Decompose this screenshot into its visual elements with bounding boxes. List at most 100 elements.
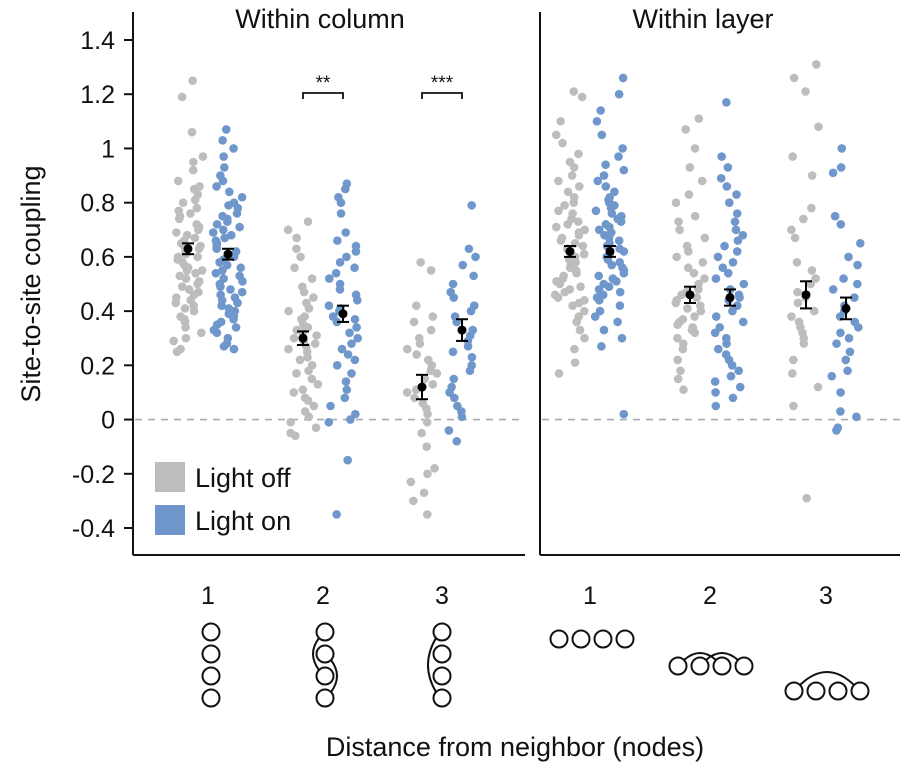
data-point xyxy=(218,136,227,145)
data-point xyxy=(194,244,204,254)
data-point xyxy=(307,274,317,283)
data-point xyxy=(568,301,577,310)
data-point xyxy=(814,122,823,132)
data-point xyxy=(694,285,703,294)
data-point xyxy=(722,98,731,107)
data-point xyxy=(556,117,565,126)
data-point xyxy=(304,412,314,422)
data-point xyxy=(852,412,861,422)
data-point xyxy=(181,274,191,283)
data-point xyxy=(614,152,623,161)
y-tick-label: 0.2 xyxy=(80,352,115,380)
data-point xyxy=(296,252,305,262)
data-point xyxy=(732,247,742,256)
data-point xyxy=(690,312,699,321)
data-point xyxy=(221,125,231,134)
data-point xyxy=(409,317,419,327)
data-point xyxy=(406,477,416,487)
data-point xyxy=(450,393,459,403)
data-point xyxy=(720,241,729,251)
data-point xyxy=(284,306,293,316)
node-circle xyxy=(549,629,569,649)
data-point xyxy=(812,60,821,69)
data-point xyxy=(787,312,796,321)
data-point xyxy=(599,325,609,335)
data-point xyxy=(578,241,588,251)
data-point xyxy=(575,325,585,335)
data-point xyxy=(836,163,846,172)
data-point xyxy=(412,350,421,359)
data-point xyxy=(569,87,579,96)
data-point xyxy=(303,396,313,405)
labels: -0.4 -0.2 0 0.2 0.4 0.6 0.8 1 1.2 1.4 Site-to-site… xyxy=(16,4,833,762)
data-point xyxy=(811,274,820,283)
data-point xyxy=(574,182,584,191)
data-point xyxy=(292,244,301,254)
data-point xyxy=(555,279,565,289)
data-point xyxy=(713,252,723,262)
node-circle xyxy=(690,656,710,676)
node-circle xyxy=(432,688,452,708)
node-circle xyxy=(201,622,221,642)
node-circle xyxy=(850,681,870,701)
data-point xyxy=(733,236,743,245)
data-point xyxy=(233,298,242,308)
data-point xyxy=(713,344,723,354)
data-point xyxy=(836,407,845,416)
data-point xyxy=(310,339,320,348)
data-point xyxy=(802,493,811,503)
data-point xyxy=(844,252,853,262)
data-point xyxy=(471,252,480,262)
node-circle xyxy=(432,644,452,664)
data-point xyxy=(554,206,563,216)
data-point xyxy=(292,369,301,378)
data-point xyxy=(304,366,313,376)
significance-bracket xyxy=(302,92,344,99)
y-tick-label: 0.4 xyxy=(80,298,115,326)
data-point xyxy=(591,206,601,216)
data-point xyxy=(193,279,202,289)
node-circle xyxy=(734,656,754,676)
data-point xyxy=(685,163,695,172)
data-point xyxy=(580,306,589,316)
data-point xyxy=(618,144,627,153)
data-point xyxy=(616,217,626,226)
data-point xyxy=(212,182,221,191)
data-point xyxy=(211,268,221,278)
data-point xyxy=(607,260,617,270)
data-point xyxy=(352,323,361,332)
data-point xyxy=(224,201,233,210)
data-point xyxy=(594,271,604,281)
data-point xyxy=(570,344,579,354)
data-point xyxy=(673,374,683,384)
data-point xyxy=(717,152,726,161)
data-point xyxy=(350,314,360,324)
data-point xyxy=(192,203,202,213)
data-point xyxy=(739,279,749,289)
data-point xyxy=(619,409,629,419)
data-point xyxy=(828,168,838,178)
data-point xyxy=(711,312,721,321)
mean-markers xyxy=(182,242,852,401)
data-point xyxy=(692,293,702,302)
data-point xyxy=(215,258,224,267)
data-point xyxy=(171,298,181,308)
data-point xyxy=(417,428,426,438)
x-axis-title: Distance from neighbor (nodes) xyxy=(326,732,704,762)
data-point xyxy=(567,171,577,180)
node-circle xyxy=(571,629,591,649)
data-point xyxy=(711,274,721,283)
data-point xyxy=(346,415,355,424)
data-point xyxy=(799,339,809,348)
y-tick-label: 1.2 xyxy=(80,81,115,109)
data-point xyxy=(683,304,692,313)
data-point xyxy=(850,293,859,302)
data-point xyxy=(189,306,199,316)
y-tick-label: 0.6 xyxy=(80,244,115,272)
data-point xyxy=(722,182,732,191)
data-point xyxy=(569,198,579,207)
mean-marker xyxy=(565,246,575,256)
data-point xyxy=(332,361,342,370)
data-point xyxy=(212,220,222,229)
data-point xyxy=(181,323,190,332)
